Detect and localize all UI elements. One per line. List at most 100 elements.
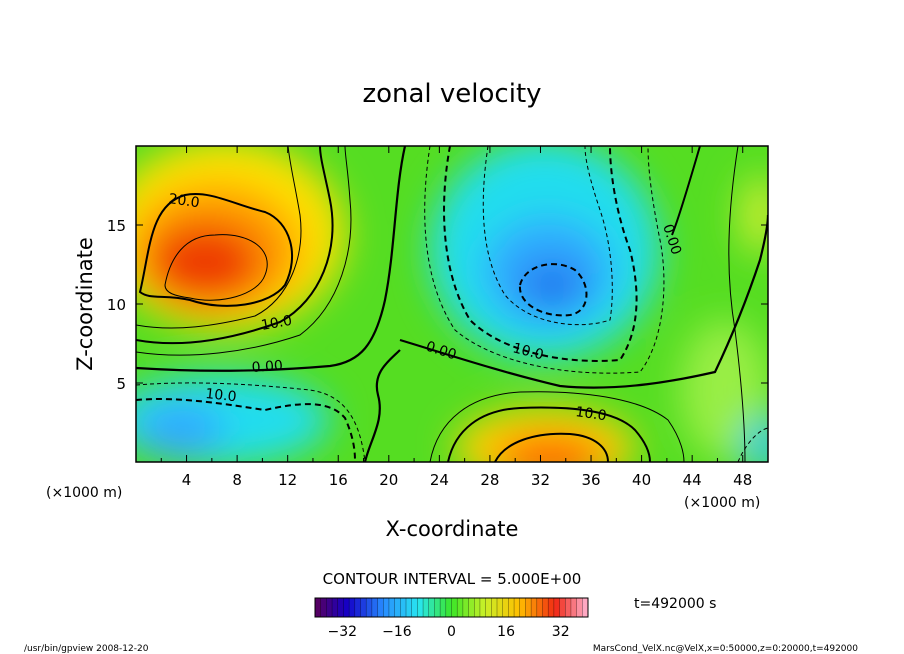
colorbar-segment bbox=[388, 598, 396, 617]
colorbar-segment bbox=[576, 598, 583, 617]
colorbar-segment bbox=[570, 598, 578, 617]
x-tick-label: 40 bbox=[632, 471, 651, 489]
velocity-field bbox=[136, 146, 768, 462]
colorbar-segment bbox=[491, 598, 498, 617]
colorbar-segment bbox=[440, 598, 447, 617]
colorbar-segment bbox=[508, 598, 515, 617]
colorbar-segment bbox=[337, 598, 344, 617]
x-tick-label: 8 bbox=[232, 471, 242, 489]
x-tick-label: 24 bbox=[430, 471, 449, 489]
contour-25 bbox=[164, 234, 268, 301]
colorbar-segment bbox=[417, 598, 424, 617]
time-label: t=492000 s bbox=[634, 596, 716, 612]
x-tick-label: 28 bbox=[480, 471, 499, 489]
x-axis-ticks: 4 8 12 16 20 24 28 32 36 40 44 48 bbox=[160, 146, 752, 489]
colorbar-segment bbox=[474, 598, 481, 617]
x-tick-label: 48 bbox=[733, 471, 752, 489]
colorbar-segment bbox=[366, 598, 373, 617]
contour-neg5 bbox=[424, 146, 665, 374]
colorbar-frame bbox=[314, 597, 589, 618]
colorbar-segment bbox=[445, 598, 452, 617]
x-unit-label-right: (×1000 m) bbox=[684, 495, 760, 511]
colorbar-segment bbox=[565, 598, 572, 617]
colorbar-segment bbox=[315, 598, 322, 617]
colorbar-segment bbox=[462, 598, 470, 617]
colorbar-segment bbox=[514, 598, 521, 617]
field-blob bbox=[740, 175, 768, 255]
contour-label: 10.0 bbox=[574, 404, 607, 424]
contour-lines bbox=[136, 146, 768, 462]
contour-label: 10.0 bbox=[205, 386, 238, 405]
colorbar-segment bbox=[502, 598, 509, 617]
colorbar-segment bbox=[428, 598, 435, 617]
field-blob bbox=[680, 320, 768, 460]
colorbar-segment bbox=[360, 598, 367, 617]
colorbar-segment bbox=[525, 598, 532, 617]
colorbar-segment bbox=[536, 598, 543, 617]
colorbar-segment bbox=[332, 598, 339, 617]
contour-neg10-upper bbox=[443, 146, 638, 362]
colorbar-segment bbox=[553, 598, 561, 617]
field-blob bbox=[136, 402, 225, 458]
contour-0-mid bbox=[399, 214, 768, 389]
colorbar-segment bbox=[349, 598, 356, 617]
colorbar-segment bbox=[423, 598, 430, 617]
x-tick-label: 44 bbox=[683, 471, 702, 489]
x-tick-label: 32 bbox=[531, 471, 550, 489]
contour-15 bbox=[136, 146, 352, 356]
contour-5 bbox=[136, 146, 302, 329]
x-tick-label: 16 bbox=[329, 471, 348, 489]
contour-labels: 20.0 10.0 0.00 10.0 0.00 10.0 10.0 0.00 bbox=[167, 191, 684, 424]
contour-20-lower bbox=[494, 432, 609, 462]
colorbar-segment bbox=[411, 598, 418, 617]
colorbar-segment bbox=[457, 598, 464, 617]
colorbar-segment bbox=[354, 598, 361, 617]
y-tick-label: 5 bbox=[116, 375, 126, 393]
y-axis-ticks: 5 10 15 bbox=[107, 217, 768, 393]
colorbar-segment bbox=[383, 598, 390, 617]
colorbar-tick-label: 32 bbox=[552, 624, 570, 640]
contour-neg5-right bbox=[737, 427, 768, 462]
colorbar-segment bbox=[371, 598, 379, 617]
contour-label: 10.0 bbox=[260, 313, 293, 334]
colorbar-segment bbox=[400, 598, 407, 617]
contour-0-right bbox=[671, 146, 701, 236]
colorbar-tick-label: −32 bbox=[328, 624, 358, 640]
colorbar-segment bbox=[559, 598, 566, 617]
chart-title: zonal velocity bbox=[362, 79, 541, 109]
colorbar-tick-label: 0 bbox=[447, 624, 456, 640]
contour-label: 10.0 bbox=[511, 340, 545, 363]
x-tick-label: 20 bbox=[379, 471, 398, 489]
contour-label: 0.00 bbox=[251, 358, 283, 376]
colorbar-segment bbox=[468, 598, 475, 617]
colorbar-segment bbox=[343, 598, 350, 617]
colorbar-segment bbox=[497, 598, 504, 617]
colorbar-segment bbox=[320, 598, 327, 617]
contour-neg5-lower bbox=[136, 382, 366, 462]
x-unit-label-left: (×1000 m) bbox=[46, 485, 122, 501]
field-blob bbox=[740, 415, 768, 462]
colorbar-tick-label: −16 bbox=[382, 624, 412, 640]
contour-10 bbox=[136, 146, 334, 345]
x-tick-label: 4 bbox=[182, 471, 192, 489]
contour-10-lower bbox=[447, 406, 651, 462]
colorbar-segment bbox=[394, 598, 401, 617]
colorbar-segment bbox=[542, 598, 549, 617]
contour-20 bbox=[138, 193, 294, 307]
colorbar-segment bbox=[377, 598, 384, 617]
y-tick-label: 15 bbox=[107, 217, 126, 235]
colorbar-segment bbox=[531, 598, 538, 617]
colorbar-segment bbox=[479, 598, 487, 617]
colorbar-segment bbox=[326, 598, 333, 617]
colorbar-tick-label: 16 bbox=[497, 624, 515, 640]
x-axis-title: X-coordinate bbox=[386, 517, 519, 541]
plot-area: 20.0 10.0 0.00 10.0 0.00 10.0 10.0 0.00 bbox=[136, 146, 768, 462]
footer-left: /usr/bin/gpview 2008-12-20 bbox=[24, 644, 149, 654]
field-blob bbox=[150, 224, 260, 300]
y-axis-title: Z-coordinate bbox=[73, 237, 97, 371]
footer-right: MarsCond_VelX.nc@VelX,x=0:50000,z=0:2000… bbox=[593, 644, 858, 654]
contour-neg20 bbox=[518, 263, 588, 317]
field-blob bbox=[520, 261, 584, 309]
contour-label: 20.0 bbox=[167, 191, 200, 211]
colorbar-ticks: −32 −16 0 16 32 bbox=[328, 624, 570, 640]
